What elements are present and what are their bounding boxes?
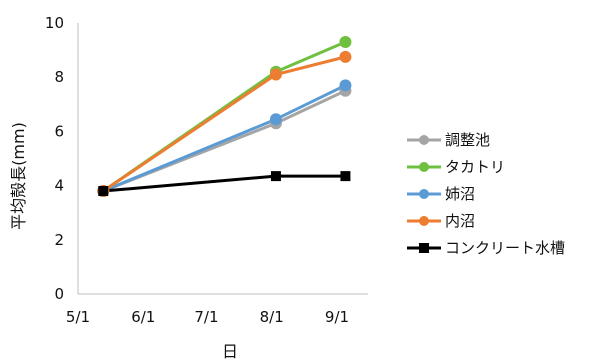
data-point xyxy=(339,79,352,92)
data-point xyxy=(269,68,282,81)
series-line xyxy=(102,40,347,193)
legend-swatch-marker xyxy=(419,189,429,199)
x-tick-label: 5/1 xyxy=(66,308,90,326)
y-axis-title: 平均殻長(mm) xyxy=(9,122,28,230)
legend-swatch-marker xyxy=(419,162,429,172)
legend-label: コンクリート水槽 xyxy=(445,239,565,257)
y-tick-label: 8 xyxy=(54,68,64,86)
x-tick-label: 9/1 xyxy=(325,308,349,326)
x-axis-title: 日 xyxy=(222,342,238,361)
y-tick-label: 2 xyxy=(54,231,64,249)
legend-swatch-marker xyxy=(419,243,429,253)
legend-label: タカトリ xyxy=(445,158,505,176)
y-tick-label: 10 xyxy=(45,14,64,32)
data-point xyxy=(270,171,281,182)
x-tick-label: 7/1 xyxy=(194,308,218,326)
y-tick-label: 4 xyxy=(54,177,64,195)
y-tick-labels: 0 2 4 6 8 10 xyxy=(45,14,64,303)
legend-label: 姉沼 xyxy=(445,185,475,203)
series-line xyxy=(102,55,346,193)
data-point xyxy=(339,50,352,63)
data-point xyxy=(269,113,282,126)
y-tick-label: 6 xyxy=(54,122,64,140)
x-tick-label: 6/1 xyxy=(131,308,155,326)
y-tick-label: 0 xyxy=(54,285,64,303)
legend-label: 調整池 xyxy=(445,131,490,149)
series-markers xyxy=(97,35,352,198)
data-point xyxy=(98,186,109,197)
x-tick-label: 8/1 xyxy=(260,308,284,326)
axes xyxy=(77,23,368,295)
legend-label: 内沼 xyxy=(445,212,475,230)
x-tick-labels: 5/1 6/1 7/1 8/1 9/1 xyxy=(66,308,349,326)
data-point xyxy=(339,35,352,48)
legend-swatch-marker xyxy=(419,216,429,226)
data-point xyxy=(340,171,351,182)
legend-swatch-marker xyxy=(419,135,429,145)
series-lines xyxy=(102,40,347,193)
